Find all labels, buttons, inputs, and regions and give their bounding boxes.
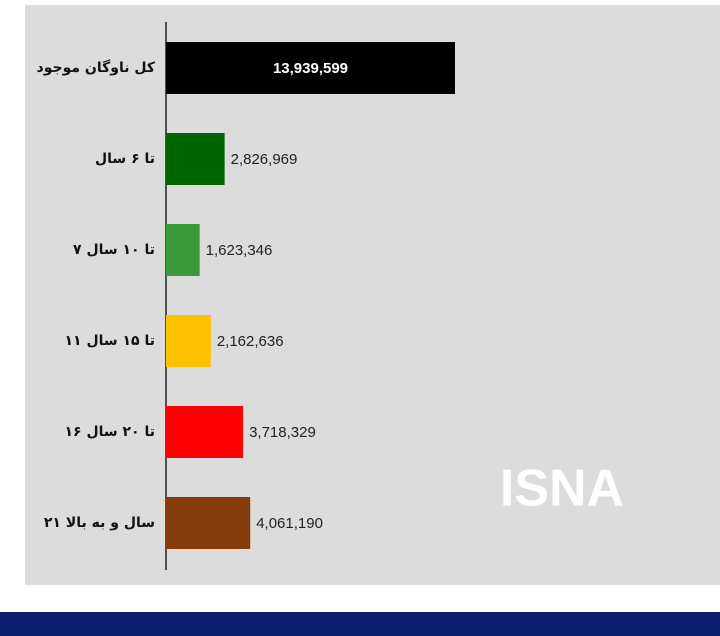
footer-band — [0, 612, 720, 636]
watermark: ISNA — [500, 460, 624, 518]
bar — [166, 133, 225, 185]
value-label: 2,826,969 — [231, 151, 298, 168]
chart-panel — [25, 5, 720, 585]
bar — [166, 42, 455, 94]
value-label: 3,718,329 — [249, 424, 316, 441]
bar — [166, 224, 200, 276]
category-label: ۱۱ تا ۱۵ سال — [65, 333, 156, 349]
category-label: کل ناوگان موجود — [37, 59, 156, 76]
bar — [166, 406, 244, 458]
category-label: ۷ تا ۱۰ سال — [73, 242, 155, 258]
category-label: تا ۶ سال — [95, 151, 155, 167]
value-label: 2,162,636 — [217, 333, 284, 350]
bar — [166, 315, 211, 367]
category-label: ۱۶ تا ۲۰ سال — [65, 424, 156, 440]
value-label: 4,061,190 — [256, 515, 323, 532]
value-label: 13,939,599 — [273, 60, 348, 77]
category-label: ۲۱ سال و به بالا — [44, 515, 155, 531]
bar — [166, 497, 251, 549]
value-label: 1,623,346 — [206, 242, 273, 259]
